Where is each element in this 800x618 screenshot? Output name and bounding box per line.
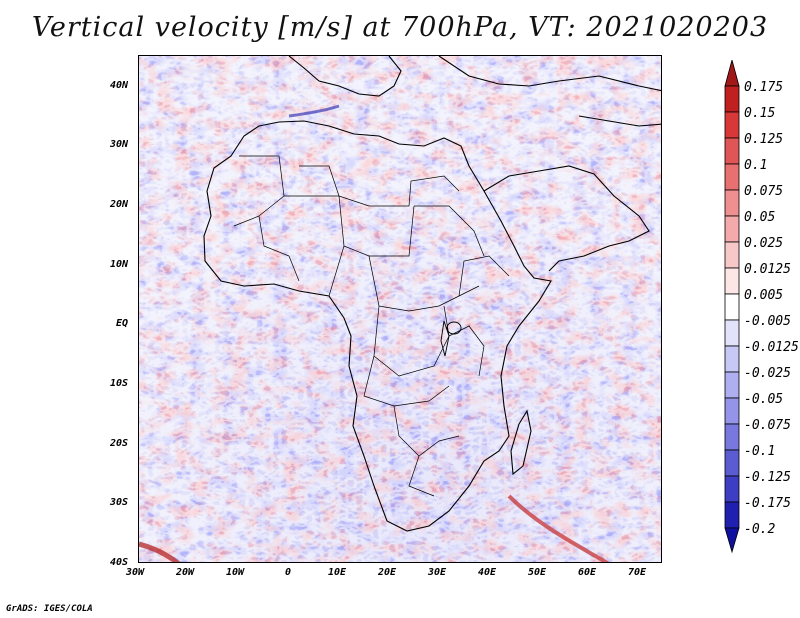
- map-field: [139, 56, 661, 562]
- arabia-outline: [483, 165, 650, 272]
- lon-label: 30W: [126, 567, 145, 578]
- strong-updraft-streak: [139, 541, 181, 562]
- colorbar-segment: [724, 371, 740, 399]
- colorbar-segment: [724, 111, 740, 139]
- colorbar-segment: [724, 267, 740, 295]
- colorbar-top-arrow: [724, 60, 740, 87]
- colorbar-label: -0.075: [744, 418, 791, 433]
- colorbar-segment: [724, 501, 740, 529]
- map-title: Vertical velocity [m/s] at 700hPa, VT: 2…: [31, 12, 769, 43]
- strong-downdraft-streak: [288, 104, 340, 118]
- colorbar-segment: [724, 397, 740, 425]
- lake-victoria: [446, 321, 462, 335]
- madagascar-outline: [510, 409, 532, 476]
- lon-label: 70E: [628, 567, 647, 578]
- colorbar-label: -0.005: [744, 314, 791, 329]
- lat-label: 20S: [110, 438, 129, 449]
- lat-label: 10N: [110, 259, 129, 270]
- lat-label: 10S: [110, 378, 129, 389]
- colorbar-segment: [724, 423, 740, 451]
- colorbar-label: -0.025: [744, 366, 791, 381]
- lon-label: 40E: [478, 567, 497, 578]
- colorbar-segment: [724, 475, 740, 503]
- colorbar-bottom-arrow: [724, 527, 740, 554]
- colorbar-label: 0.05: [744, 210, 776, 225]
- lon-label: 10W: [226, 567, 245, 578]
- lat-label: 30N: [110, 139, 129, 150]
- colorbar-label: -0.05: [744, 392, 784, 407]
- lake-tanganyika: [440, 320, 450, 357]
- colorbar-label: 0.1: [744, 158, 768, 173]
- country-borders: [233, 155, 510, 497]
- colorbar-segment: [724, 85, 740, 113]
- colorbar-segment: [724, 163, 740, 191]
- lat-label: 20N: [110, 199, 129, 210]
- lat-label: EQ: [116, 318, 129, 329]
- colorbar: [724, 60, 740, 554]
- colorbar-label: -0.175: [744, 496, 791, 511]
- strong-updraft-streak: [507, 494, 610, 562]
- colorbar-segment: [724, 189, 740, 217]
- lon-label: 60E: [578, 567, 597, 578]
- colorbar-segment: [724, 345, 740, 373]
- colorbar-label: -0.2: [744, 522, 776, 537]
- lon-label: 20E: [378, 567, 397, 578]
- colorbar-label: 0.025: [744, 236, 784, 251]
- colorbar-label: -0.125: [744, 470, 791, 485]
- credit-text: GrADS: IGES/COLA: [6, 604, 93, 614]
- colorbar-segment: [724, 449, 740, 477]
- vertical-velocity-map: [138, 55, 662, 563]
- colorbar-label: -0.0125: [744, 340, 799, 355]
- colorbar-label: 0.0125: [744, 262, 791, 277]
- colorbar-segment: [724, 215, 740, 243]
- colorbar-label: 0.075: [744, 184, 784, 199]
- lon-label: 50E: [528, 567, 547, 578]
- colorbar-label: 0.125: [744, 132, 784, 147]
- coastlines: [203, 56, 661, 532]
- colorbar-label: 0.15: [744, 106, 776, 121]
- lat-label: 30S: [110, 497, 129, 508]
- lon-label: 20W: [176, 567, 195, 578]
- lat-label: 40S: [110, 557, 129, 568]
- colorbar-segment: [724, 319, 740, 347]
- colorbar-segment: [724, 293, 740, 321]
- colorbar-label: 0.175: [744, 80, 784, 95]
- lat-label: 40N: [110, 80, 129, 91]
- colorbar-segment: [724, 241, 740, 269]
- colorbar-label: 0.005: [744, 288, 784, 303]
- lon-label: 30E: [428, 567, 447, 578]
- colorbar-label: -0.1: [744, 444, 776, 459]
- colorbar-segment: [724, 137, 740, 165]
- lon-label: 0: [285, 567, 292, 578]
- lon-label: 10E: [328, 567, 347, 578]
